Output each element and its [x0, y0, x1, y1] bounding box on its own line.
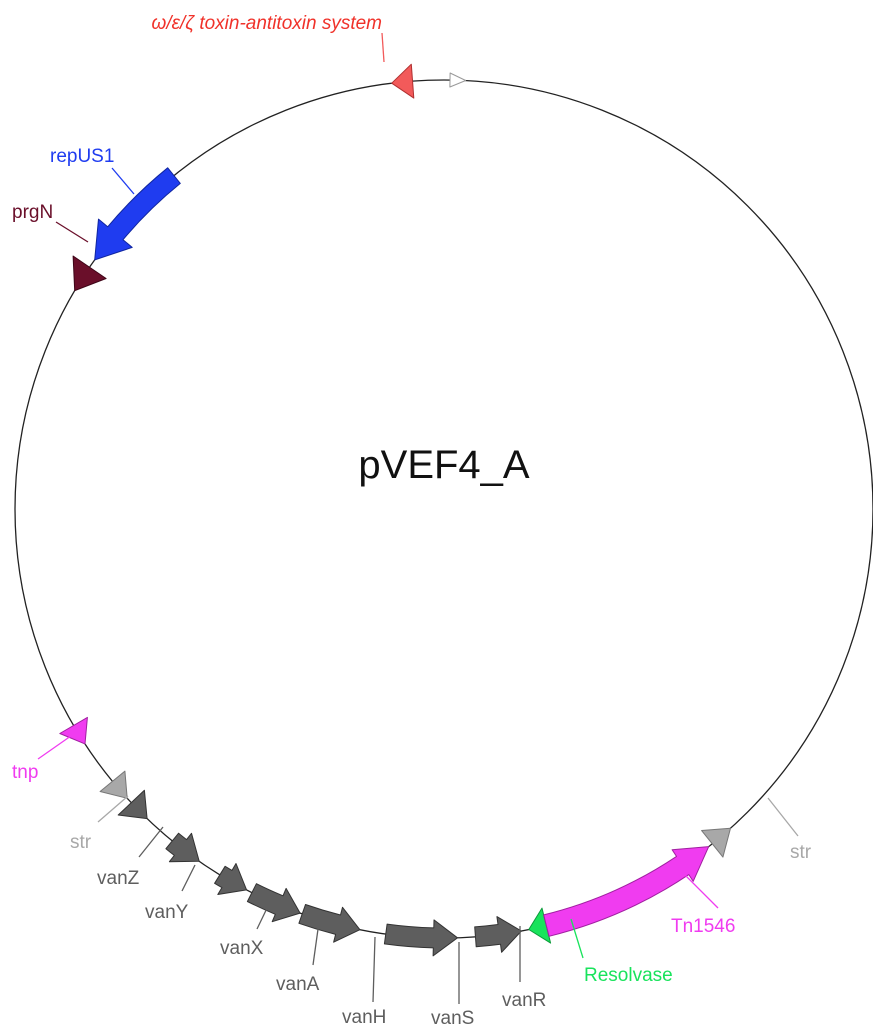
repus1-label: repUS1: [50, 146, 114, 167]
vans-label: vanS: [431, 1008, 474, 1027]
vanh-leader: [372, 936, 376, 1003]
vanr-label: vanR: [502, 990, 546, 1011]
vany-label: vanY: [145, 902, 189, 923]
toxin-arrow: [391, 63, 415, 99]
str-right-arrow: [701, 827, 731, 858]
str-right-label: str: [790, 842, 812, 863]
repus1-arrow: [94, 167, 181, 261]
vanh-arrow: [298, 904, 361, 943]
tn1546-leader: [679, 869, 719, 909]
vana-leader: [312, 921, 320, 966]
feature-labels: ω/ε/ζ toxin-antitoxin system repUS1 prgN…: [12, 13, 812, 1027]
tnp-label: tnp: [12, 762, 38, 783]
vanz-arrow: [117, 789, 148, 820]
tnp-leader: [37, 730, 79, 760]
vanr-arrow: [474, 916, 522, 953]
prgn-label: prgN: [12, 202, 53, 223]
marker-arrow: [449, 72, 467, 88]
vanz-leader: [138, 826, 164, 858]
vanh-label: vanH: [342, 1007, 386, 1027]
feature-layer: [59, 63, 731, 957]
vana-arrow: [246, 883, 301, 923]
str-left-label: str: [70, 832, 92, 853]
vany-arrow: [165, 832, 200, 863]
vanx-leader: [256, 901, 271, 930]
prgn-leader: [55, 221, 89, 243]
prgn-arrow: [72, 255, 107, 292]
leader-lines: [37, 32, 799, 1004]
vans-arrow: [383, 919, 458, 957]
plasmid-title: pVEF4_A: [358, 443, 530, 487]
tnp-arrow: [59, 716, 88, 745]
vanz-label: vanZ: [97, 868, 140, 889]
str-left-leader: [97, 795, 129, 823]
vana-label: vanA: [276, 974, 320, 995]
tn1546-label: Tn1546: [671, 916, 735, 937]
vanx-label: vanX: [220, 938, 264, 959]
repus1-leader: [111, 167, 135, 195]
resolvase-leader: [570, 918, 584, 959]
toxin-label: ω/ε/ζ toxin-antitoxin system: [152, 13, 382, 34]
resolvase-label: Resolvase: [584, 965, 673, 986]
str-left-arrow: [99, 770, 128, 799]
vany-leader: [181, 864, 196, 892]
str-right-leader: [767, 797, 799, 837]
vanx-arrow: [214, 863, 248, 895]
toxin-leader: [381, 32, 385, 63]
tn1546-arrow: [543, 846, 710, 937]
